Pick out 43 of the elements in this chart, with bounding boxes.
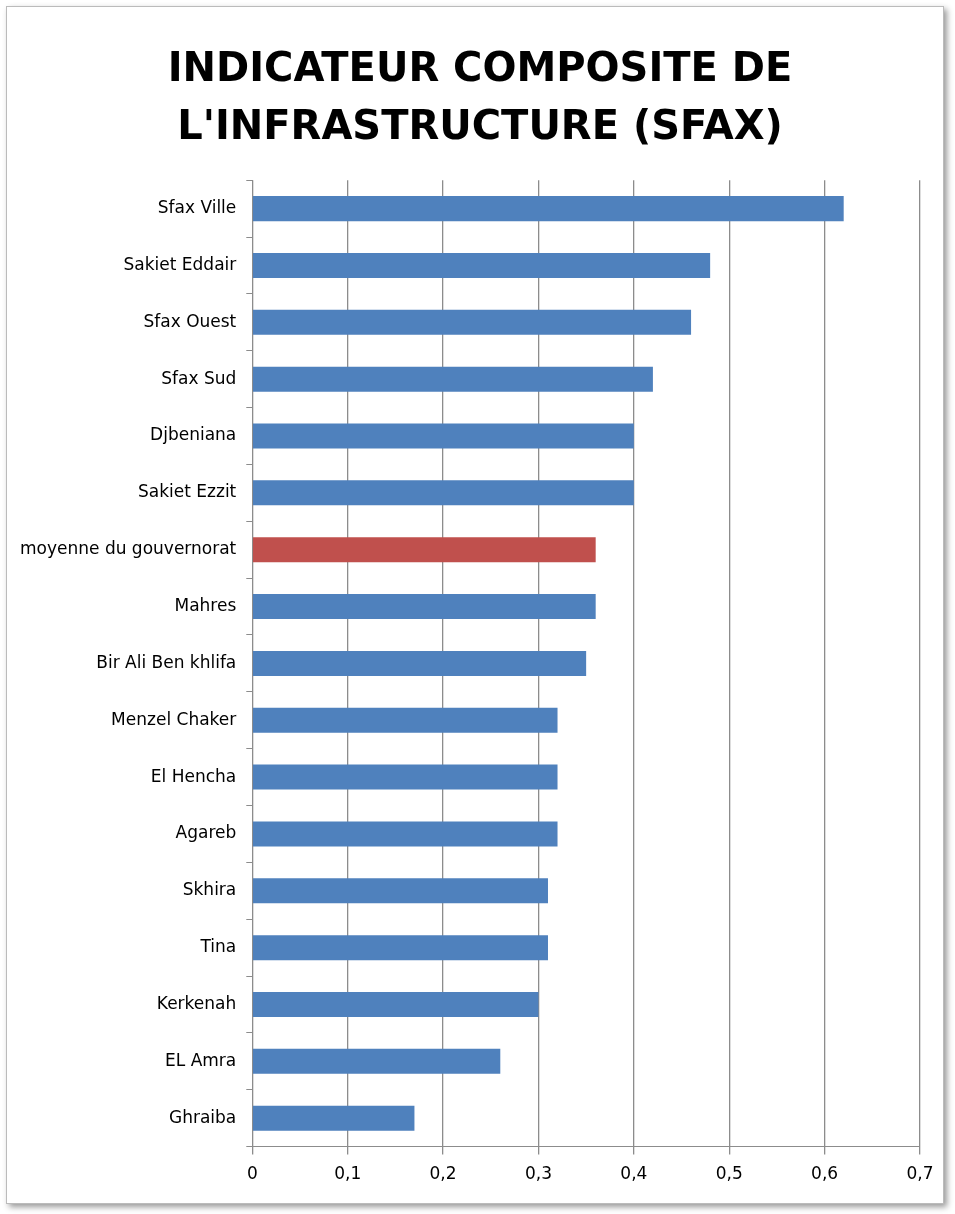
y-tick-label: Sakiet Eddair [123, 253, 237, 274]
bar [252, 1048, 501, 1074]
y-tick-label: Tina [199, 936, 237, 957]
x-tick-label: 0,4 [620, 1163, 648, 1184]
bar [252, 878, 548, 904]
y-tick-label: Skhira [182, 879, 237, 900]
x-tick-label: 0,3 [524, 1163, 552, 1184]
bar [252, 650, 587, 676]
x-tick-label: 0,1 [334, 1163, 362, 1184]
bar [252, 935, 548, 961]
bar [252, 594, 596, 620]
x-tick-label: 0 [246, 1163, 258, 1184]
y-tick-label: moyenne du gouvernorat [19, 538, 237, 559]
bar [252, 537, 596, 563]
bar [252, 423, 634, 449]
bar [252, 252, 711, 278]
y-tick-label: Agareb [175, 822, 237, 843]
y-tick-label: El Hencha [150, 765, 237, 786]
bar [252, 480, 634, 506]
bar [252, 196, 844, 222]
y-tick-label: Bir Ali Ben khlifa [96, 651, 237, 672]
y-tick-label: Menzel Chaker [111, 708, 237, 729]
bar [252, 764, 558, 790]
y-tick-label: Mahres [174, 594, 237, 615]
y-tick-label: EL Amra [165, 1049, 237, 1070]
bar [252, 991, 539, 1017]
bar [252, 309, 692, 335]
x-tick-label: 0,5 [715, 1163, 743, 1184]
bar [252, 366, 653, 392]
x-tick-label: 0,7 [906, 1163, 934, 1184]
y-tick-label: Sfax Ville [157, 197, 237, 218]
chart-title: INDICATEUR COMPOSITE DE L'INFRASTRUCTURE (SFAX) [166, 43, 794, 150]
y-tick-label: Djbeniana [150, 424, 237, 445]
x-tick-label: 0,6 [811, 1163, 839, 1184]
bar [252, 1105, 415, 1131]
y-tick-label: Ghraiba [168, 1106, 237, 1127]
y-tick-label: Sfax Sud [161, 367, 237, 388]
x-tick-label: 0,2 [429, 1163, 457, 1184]
bar [252, 707, 558, 733]
y-tick-label: Kerkenah [156, 992, 237, 1013]
y-tick-label: Sakiet Ezzit [138, 481, 237, 502]
bar [252, 821, 558, 847]
y-tick-label: Sfax Ouest [143, 310, 237, 331]
